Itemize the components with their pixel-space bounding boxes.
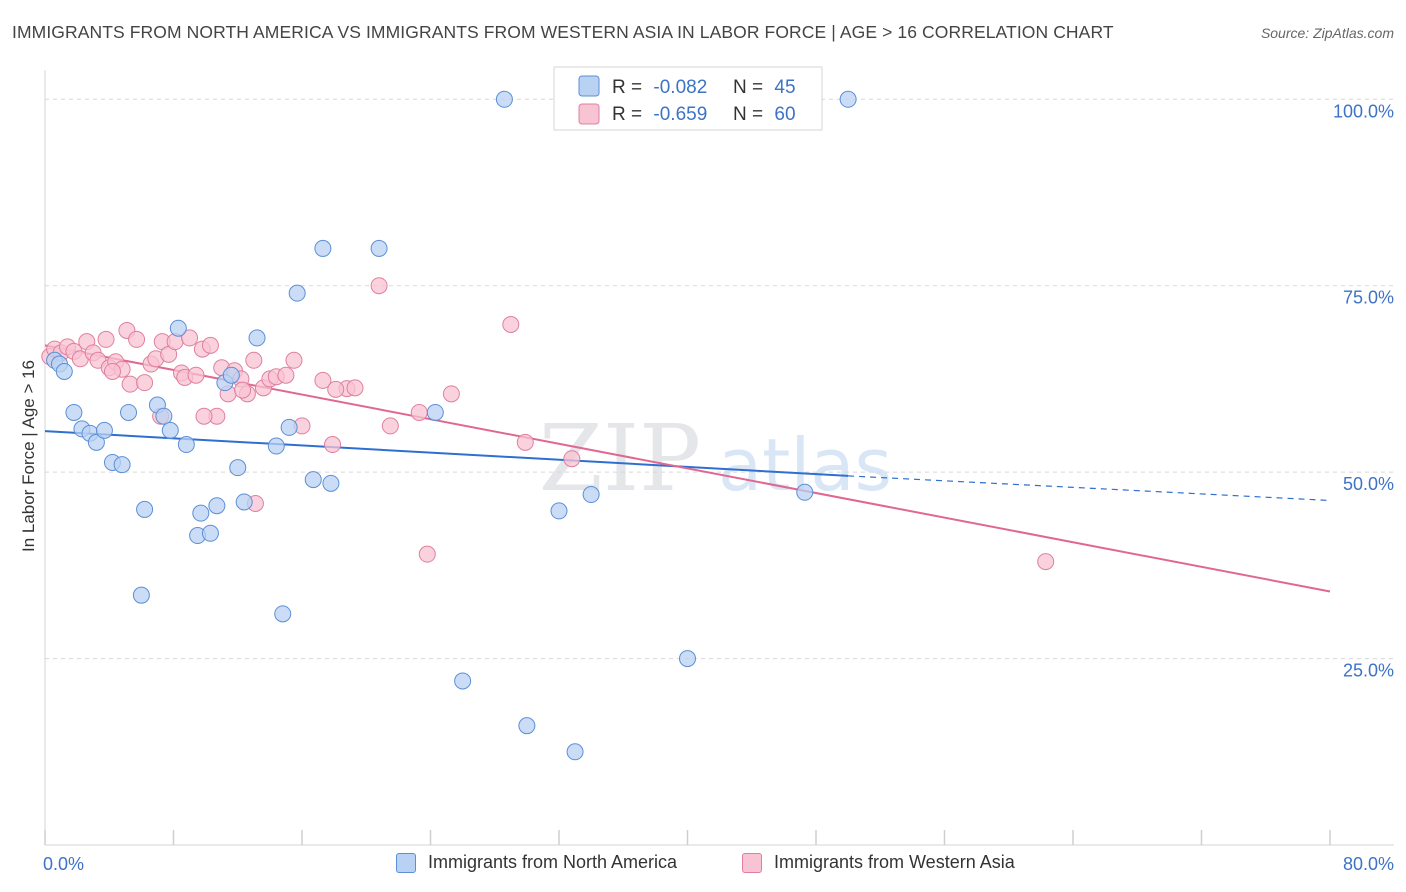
- y-axis-label: In Labor Force | Age > 16: [19, 360, 38, 552]
- legend-r-label-2: R =: [612, 104, 642, 125]
- point-western-asia-52: [563, 450, 581, 468]
- point-north-america-10: [120, 403, 138, 421]
- point-north-america-35: [454, 672, 472, 690]
- point-western-asia-49: [442, 385, 460, 403]
- point-north-america-34: [426, 403, 444, 421]
- point-north-america-24: [235, 493, 253, 511]
- point-western-asia-50: [502, 315, 520, 333]
- svg-text:N = 60: N = 60: [733, 104, 796, 125]
- point-north-america-32: [322, 474, 340, 492]
- point-north-america-37: [518, 717, 536, 735]
- point-western-asia-9: [97, 330, 115, 348]
- y-tick-label-1: 75.0%: [1343, 288, 1394, 308]
- point-north-america-33: [370, 239, 388, 257]
- point-north-america-11: [136, 500, 154, 518]
- legend-bottom: Immigrants from North America Immigrants…: [0, 852, 1406, 880]
- point-western-asia-34: [245, 351, 263, 369]
- point-western-asia-42: [324, 436, 342, 454]
- point-western-asia-51: [516, 433, 534, 451]
- legend-r-label-1: R =: [612, 77, 642, 98]
- point-north-america-13: [155, 407, 173, 425]
- point-north-america-26: [267, 437, 285, 455]
- y-tick-label-0: 100.0%: [1333, 101, 1394, 121]
- legend-n-label-2: N =: [733, 104, 763, 125]
- point-western-asia-27: [201, 336, 219, 354]
- legend-r-value-1: -0.082: [653, 77, 707, 98]
- point-western-asia-45: [370, 277, 388, 295]
- legend-swatch-north-america: [396, 852, 416, 873]
- point-north-america-19: [201, 524, 219, 542]
- point-north-america-20: [208, 497, 226, 515]
- legend-label-western-asia: Immigrants from Western Asia: [774, 852, 1015, 872]
- point-western-asia-57: [1037, 553, 1055, 571]
- legend-n-value-1: 45: [774, 77, 795, 98]
- point-north-america-43: [796, 483, 814, 501]
- chart-title: IMMIGRANTS FROM NORTH AMERICA VS IMMIGRA…: [12, 22, 1114, 42]
- legend-swatch-western-asia: [742, 852, 762, 873]
- point-north-america-23: [229, 459, 247, 477]
- point-north-america-25: [248, 329, 266, 347]
- point-north-america-2: [55, 362, 73, 380]
- point-north-america-7: [95, 421, 113, 439]
- point-western-asia-16: [136, 374, 154, 392]
- point-north-america-42: [839, 90, 857, 108]
- legend-n-value-2: 60: [774, 104, 795, 125]
- point-western-asia-24: [181, 329, 199, 347]
- point-north-america-36: [495, 90, 513, 108]
- trendline-north-america-extension: [848, 475, 1331, 502]
- legend-item-western-asia: Immigrants from Western Asia: [742, 852, 1015, 873]
- point-north-america-30: [304, 471, 322, 489]
- legend-item-north-america: Immigrants from North America: [396, 852, 677, 873]
- point-north-america-39: [566, 743, 584, 761]
- point-north-america-22: [222, 366, 240, 384]
- point-north-america-38: [550, 502, 568, 520]
- point-western-asia-39: [285, 351, 303, 369]
- point-western-asia-47: [410, 403, 428, 421]
- y-tick-label-3: 25.0%: [1343, 661, 1394, 681]
- source-credit: Source: ZipAtlas.com: [1260, 25, 1394, 41]
- point-western-asia-15: [128, 330, 146, 348]
- point-western-asia-48: [418, 545, 436, 563]
- point-north-america-9: [113, 456, 131, 474]
- legend-r-value-2: -0.659: [653, 104, 707, 125]
- svg-text:R = -0.659: R = -0.659: [612, 104, 707, 125]
- point-western-asia-55: [327, 380, 345, 398]
- point-western-asia-58: [234, 381, 252, 399]
- point-north-america-6: [87, 433, 105, 451]
- legend-swatch-pink: [578, 103, 600, 125]
- svg-text:R = -0.082: R = -0.082: [612, 77, 707, 98]
- point-western-asia-44: [346, 379, 364, 397]
- point-north-america-31: [314, 239, 332, 257]
- point-north-america-29: [288, 284, 306, 302]
- point-north-america-41: [679, 650, 696, 668]
- legend-n-label-1: N =: [733, 77, 763, 98]
- point-western-asia-54: [195, 407, 213, 425]
- watermark-zip: ZIP: [539, 405, 701, 512]
- point-western-asia-14: [121, 375, 139, 393]
- point-western-asia-25: [187, 366, 205, 384]
- point-north-america-27: [274, 605, 292, 623]
- point-north-america-16: [177, 436, 195, 454]
- svg-text:N = 45: N = 45: [733, 77, 796, 98]
- point-western-asia-38: [277, 366, 295, 384]
- x-tick-label-min: 0.0%: [43, 854, 84, 874]
- point-north-america-44: [132, 586, 150, 604]
- point-north-america-40: [582, 486, 600, 504]
- point-north-america-15: [169, 319, 187, 337]
- point-north-america-18: [192, 504, 210, 522]
- point-western-asia-59: [103, 362, 121, 380]
- point-western-asia-46: [381, 417, 399, 435]
- y-tick-label-2: 50.0%: [1343, 474, 1394, 494]
- legend-swatch-blue: [578, 75, 600, 97]
- point-north-america-3: [65, 403, 83, 421]
- point-western-asia-41: [314, 371, 332, 389]
- legend-top: R = -0.082 N = 45 R = -0.659 N = 60: [553, 66, 823, 131]
- point-north-america-14: [161, 421, 179, 439]
- trendline-north-america: [44, 430, 849, 477]
- point-north-america-28: [280, 418, 298, 436]
- x-tick-label-max: 80.0%: [1343, 854, 1394, 874]
- legend-label-north-america: Immigrants from North America: [428, 852, 678, 872]
